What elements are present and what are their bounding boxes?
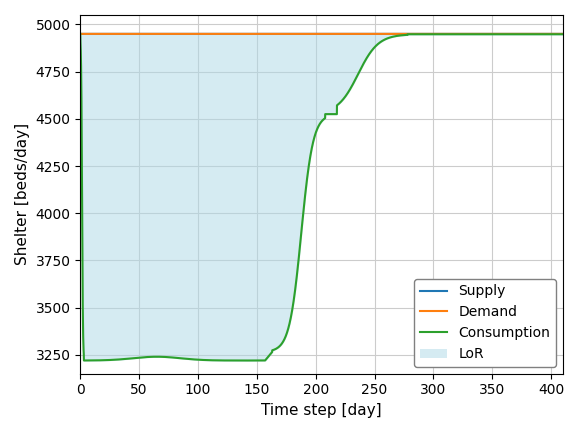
Consumption <box>252 358 259 363</box>
Demand <box>434 31 441 36</box>
Supply <box>362 31 369 36</box>
Consumption <box>434 32 441 37</box>
Demand <box>383 31 390 36</box>
Consumption <box>77 31 84 36</box>
Consumption <box>461 32 467 37</box>
Supply <box>252 31 259 36</box>
X-axis label: Time step [day]: Time step [day] <box>261 403 382 418</box>
Supply <box>77 31 84 36</box>
Consumption <box>362 57 369 62</box>
Supply <box>461 31 467 36</box>
Demand <box>362 31 369 36</box>
Supply <box>383 31 390 36</box>
Consumption <box>559 32 566 37</box>
Consumption <box>262 358 269 363</box>
Consumption <box>383 36 390 41</box>
Demand <box>461 31 467 36</box>
Demand <box>252 31 259 36</box>
Line: Consumption: Consumption <box>80 34 563 361</box>
Supply <box>559 31 566 36</box>
Demand <box>77 31 84 36</box>
Supply <box>434 31 441 36</box>
Supply <box>101 31 108 36</box>
Legend: Supply, Demand, Consumption, LoR: Supply, Demand, Consumption, LoR <box>414 279 556 367</box>
Demand <box>559 31 566 36</box>
Consumption <box>101 358 108 363</box>
Y-axis label: Shelter [beds/day]: Shelter [beds/day] <box>15 123 30 265</box>
Demand <box>101 31 108 36</box>
